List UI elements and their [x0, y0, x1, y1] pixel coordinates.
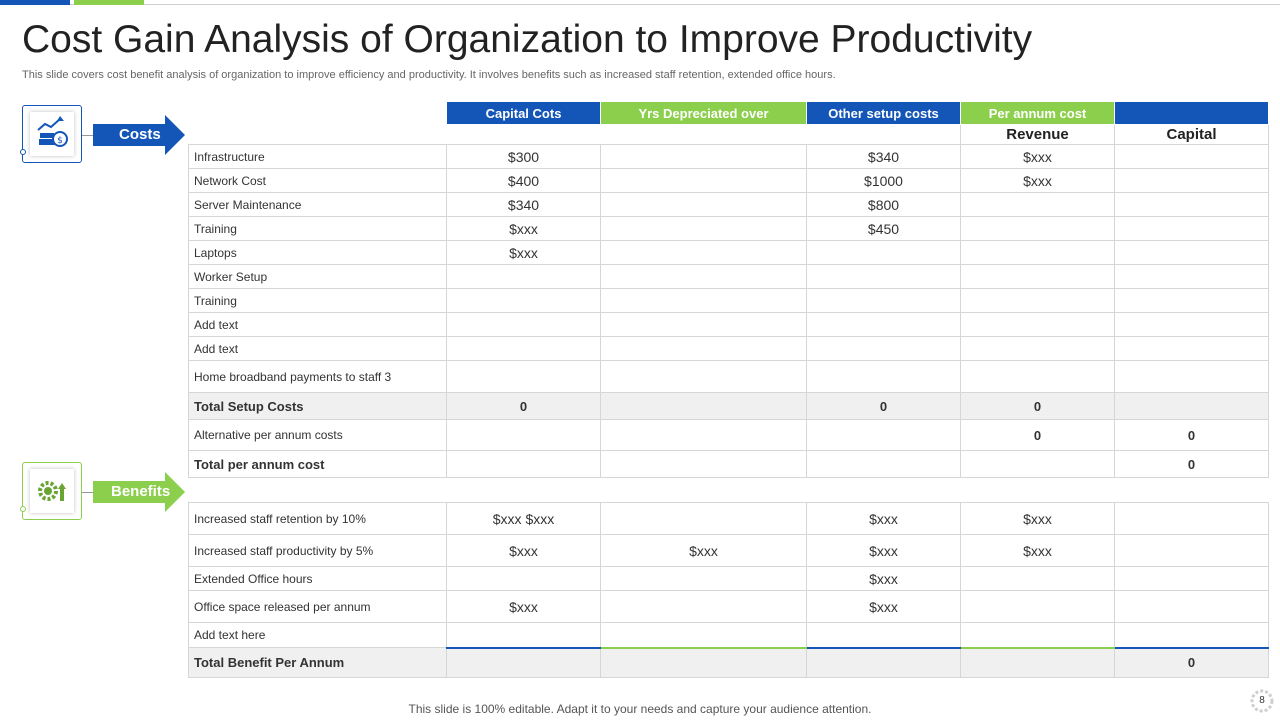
costs-arrow: Costs — [93, 115, 185, 155]
benefits-label: Benefits — [111, 483, 171, 500]
benefits-icon-box — [20, 462, 82, 520]
page-title: Cost Gain Analysis of Organization to Im… — [22, 18, 1033, 61]
table-row: Increased staff retention by 10% $xxx $x… — [188, 502, 1269, 535]
benefits-arrow: Benefits — [93, 472, 185, 512]
table-row: Training $xxx $450 — [188, 216, 1269, 241]
header-blank-blue — [1114, 101, 1269, 125]
table-row: Home broadband payments to staff 3 — [188, 360, 1269, 393]
page-subtitle: This slide covers cost benefit analysis … — [22, 69, 836, 81]
footer-note: This slide is 100% editable. Adapt it to… — [408, 702, 872, 716]
costs-connector — [82, 135, 94, 136]
gear-growth-icon — [30, 469, 74, 513]
header-other-setup: Other setup costs — [806, 101, 961, 125]
table-row: Extended Office hours $xxx — [188, 566, 1269, 591]
table-row: Laptops $xxx — [188, 240, 1269, 265]
header-yrs-depreciated: Yrs Depreciated over — [600, 101, 807, 125]
table-row: Network Cost $400 $1000 $xxx — [188, 168, 1269, 193]
svg-text:$: $ — [57, 136, 63, 146]
table-row: Add text — [188, 312, 1269, 337]
table-row: Server Maintenance $340 $800 — [188, 192, 1269, 217]
subheader-revenue: Revenue — [960, 124, 1115, 145]
money-growth-icon: $ — [30, 112, 74, 156]
page-number: 8 — [1259, 695, 1265, 706]
total-setup-row: Total Setup Costs 0 0 0 — [188, 392, 1269, 420]
table-row: Worker Setup — [188, 264, 1269, 289]
total-per-annum-row: Total per annum cost 0 — [188, 450, 1269, 478]
header-per-annum: Per annum cost — [960, 101, 1115, 125]
table-row: Add text here — [188, 622, 1269, 649]
costs-label: Costs — [119, 126, 161, 143]
table-row: Add text — [188, 336, 1269, 361]
costs-table: Capital Cots Yrs Depreciated over Other … — [188, 101, 1269, 478]
table-row: Infrastructure $300 $340 $xxx — [188, 144, 1269, 169]
subheader-capital: Capital — [1114, 124, 1269, 145]
benefits-connector — [82, 492, 94, 493]
total-benefit-row: Total Benefit Per Annum 0 — [188, 647, 1269, 678]
top-accent-bar — [0, 0, 1280, 6]
alt-per-annum-row: Alternative per annum costs 0 0 — [188, 419, 1269, 451]
table-row: Training — [188, 288, 1269, 313]
costs-icon-box: $ — [20, 105, 82, 163]
gear-badge-icon — [1250, 689, 1274, 713]
header-capital-costs: Capital Cots — [446, 101, 601, 125]
table-row: Increased staff productivity by 5% $xxx … — [188, 534, 1269, 567]
table-row: Office space released per annum $xxx $xx… — [188, 590, 1269, 623]
subheader-row: Revenue Capital — [189, 124, 1269, 145]
page-number-badge: 8 — [1250, 689, 1274, 713]
header-row: Capital Cots Yrs Depreciated over Other … — [189, 101, 1269, 125]
benefits-table: Increased staff retention by 10% $xxx $x… — [188, 502, 1269, 678]
